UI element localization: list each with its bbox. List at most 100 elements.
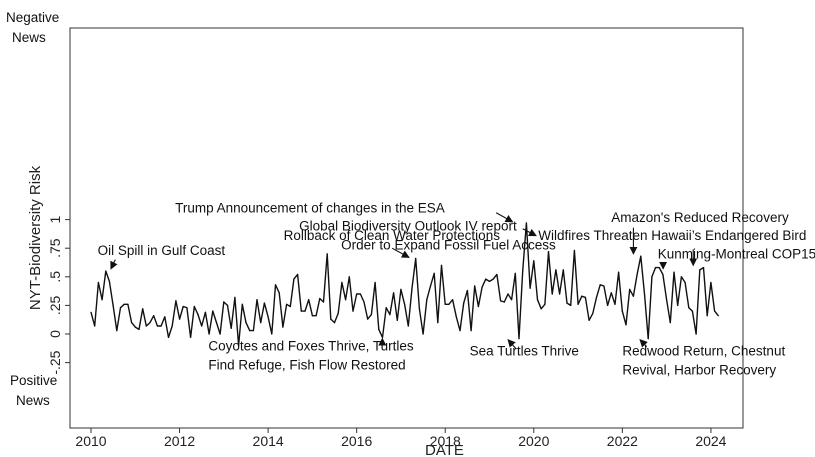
- data-point: [647, 338, 649, 340]
- x-tick-label: 2024: [695, 433, 726, 449]
- data-point: [234, 296, 236, 298]
- data-point: [212, 310, 214, 312]
- data-point: [529, 287, 531, 289]
- data-point: [400, 288, 402, 290]
- data-point: [691, 310, 694, 312]
- data-point: [636, 273, 638, 276]
- annotation-arrow: [522, 228, 537, 237]
- data-point: [481, 286, 483, 288]
- data-point: [654, 267, 657, 269]
- data-point: [167, 336, 170, 338]
- data-point: [319, 297, 321, 300]
- data-point: [282, 326, 284, 328]
- data-point: [345, 299, 347, 301]
- data-point: [105, 270, 107, 272]
- annotation-sea-turtles: Sea Turtles Thrive: [470, 344, 579, 359]
- positive-news-label: Positive: [10, 373, 57, 388]
- data-point: [455, 316, 457, 318]
- data-point: [359, 293, 361, 295]
- data-point: [208, 333, 210, 335]
- data-point: [363, 301, 365, 303]
- data-point: [156, 325, 158, 327]
- data-point: [138, 328, 140, 330]
- annotation-oil-spill: Oil Spill in Gulf Coast: [98, 243, 226, 258]
- data-point: [610, 292, 612, 294]
- data-point: [477, 305, 479, 308]
- data-point: [514, 272, 516, 274]
- data-point: [407, 325, 409, 327]
- data-point: [333, 322, 336, 324]
- data-point: [256, 299, 258, 301]
- data-point: [131, 322, 133, 324]
- x-tick-label: 2012: [164, 433, 195, 449]
- annotation-fossil-fuel: Order to Expand Fossil Fuel Access: [341, 237, 556, 252]
- annotation-redwood: Redwood Return, Chestnut: [622, 344, 785, 359]
- data-point: [142, 308, 144, 310]
- annotation-arrow: [639, 339, 648, 348]
- data-point: [429, 285, 432, 287]
- data-point: [271, 333, 273, 335]
- data-point: [193, 305, 195, 308]
- data-point: [688, 307, 690, 309]
- annotation-amazon: Amazon's Reduced Recovery: [611, 210, 789, 225]
- data-point: [204, 311, 206, 313]
- data-point: [304, 310, 306, 312]
- data-point: [562, 269, 564, 271]
- data-point: [618, 271, 620, 273]
- annotation-clean-water: Rollback of Clean Water Protections: [284, 228, 501, 243]
- data-point: [459, 330, 461, 332]
- data-point: [684, 281, 686, 284]
- data-point: [404, 303, 406, 305]
- data-point: [226, 304, 229, 306]
- data-point: [440, 264, 443, 266]
- data-point: [621, 310, 623, 312]
- annotation-redwood: Revival, Harbor Recovery: [622, 363, 776, 378]
- annotation-wildfires-hawaii: Wildfires Threaten Hawaii’s Endangered B…: [538, 228, 806, 243]
- data-point: [341, 281, 343, 284]
- data-point: [702, 267, 705, 269]
- data-point: [658, 267, 660, 269]
- data-point: [544, 303, 546, 305]
- x-axis-title: DATE: [425, 442, 464, 457]
- annotation-gbo4: Global Biodiversity Outlook IV report: [299, 218, 517, 233]
- x-tick-label: 2018: [430, 433, 461, 449]
- data-point: [511, 299, 513, 301]
- data-point: [492, 278, 494, 280]
- data-point: [536, 299, 539, 301]
- data-point: [540, 308, 542, 310]
- data-point: [385, 307, 387, 309]
- data-point: [389, 314, 391, 316]
- data-point: [127, 303, 129, 305]
- data-point: [573, 249, 576, 252]
- data-point: [274, 284, 277, 286]
- y-tick-label: 0: [47, 330, 63, 338]
- data-point: [278, 292, 280, 294]
- y-tick-label: .75: [47, 238, 63, 258]
- data-point: [588, 319, 590, 321]
- data-point: [677, 304, 679, 306]
- data-point: [190, 336, 192, 338]
- data-point: [452, 299, 454, 301]
- data-point: [673, 271, 675, 273]
- data-point: [393, 292, 395, 294]
- data-point: [326, 253, 328, 255]
- data-point: [311, 315, 313, 317]
- data-point: [577, 303, 579, 305]
- data-point: [581, 295, 583, 297]
- data-point: [710, 281, 712, 284]
- data-point: [97, 281, 99, 284]
- data-point: [182, 305, 184, 308]
- data-point: [160, 325, 162, 327]
- data-point: [108, 280, 110, 282]
- data-point: [463, 302, 465, 304]
- positive-news-label: News: [16, 393, 50, 408]
- data-point: [171, 325, 173, 327]
- data-point: [112, 304, 114, 306]
- data-point: [680, 276, 683, 278]
- annotation-arrow: [110, 259, 118, 270]
- annotation-kunming: Kunming-Montreal COP15: [658, 246, 815, 261]
- data-point: [330, 318, 332, 320]
- data-point: [470, 330, 472, 332]
- data-point: [411, 287, 413, 289]
- data-point: [116, 330, 118, 332]
